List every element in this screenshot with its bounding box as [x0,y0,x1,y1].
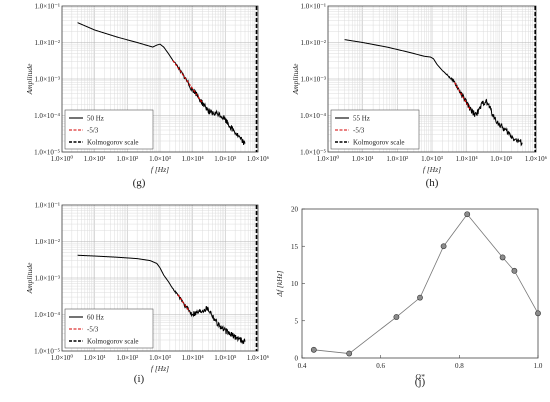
y-tick-label: 0 [295,355,299,363]
panel-i: 1.0×10⁰ 1.0×10¹ 1.0×10² 1.0×10³ 1.0×10⁴ 1.0×1… [25,202,270,386]
panel-label: (h) [426,177,439,189]
y-tick-label: 1.0×10⁻² [35,238,61,246]
y-tick-label: 1.0×10⁻¹ [35,3,61,11]
y-tick-label: 1.0×10⁻⁵ [34,348,60,356]
y-tick-label: 1.0×10⁻¹ [35,202,61,210]
x-tick-label: 1.0×10³ [149,155,171,163]
data-point [511,267,518,274]
y-tick-label: 1.0×10⁻³ [35,275,61,283]
x-tick-label: 1.0×10⁴ [182,155,205,163]
y-tick-label: 20 [291,206,299,214]
y-tick-label: 1.0×10⁻³ [35,76,61,84]
slope-line [454,82,472,111]
x-axis-label: f [Hz] [423,165,441,174]
x-tick-label: 1.0×10⁰ [51,155,74,163]
panel-label: (g) [133,177,146,189]
panel-j: 0.4 0.6 0.8 1.0 0 5 10 15 20 Q* Δf [kHz] (j) [275,206,543,389]
x-tick-label: 0.6 [376,362,385,370]
plot-frame [61,204,259,352]
spectrum-line [77,22,246,146]
data-point [393,314,400,320]
y-axis-label: Amplitude [25,63,34,95]
legend-entry: Kolmogorov scale [87,338,139,346]
legend-entry: Kolmogorov scale [87,139,139,147]
data-point [464,211,471,218]
y-axis-label: Amplitude [25,262,34,294]
x-axis-label: Q* [415,372,424,381]
spectrum-line [77,254,246,345]
y-tick-label: 15 [291,243,299,251]
y-tick-label: 5 [295,317,299,325]
y-tick-label: 1.0×10⁻⁵ [34,149,60,157]
spectrum-line [344,39,523,147]
x-tick-label: 0.8 [455,362,464,370]
y-tick-label: 1.0×10⁻² [301,39,327,47]
data-point [535,310,541,317]
y-axis-label: Δf [kHz] [275,270,284,297]
legend-entry: -5/3 [87,326,99,334]
y-tick-label: 1.0×10⁻¹ [301,3,327,11]
y-tick-label: 1.0×10⁻³ [301,76,327,84]
x-tick-label: 1.0×10² [386,155,408,163]
x-tick-label: 1.0×10² [116,155,138,163]
legend-entry: 55 Hz [353,115,370,123]
x-tick-label: 1.0×10⁴ [456,155,479,163]
x-tick-label: 1.0×10¹ [352,155,374,163]
panel-g: 1.0×10⁰ 1.0×10¹ 1.0×10² 1.0×10³ 1.0×10⁴ 1.0×1… [25,3,270,190]
y-tick-label: 1.0×10⁻⁵ [300,149,326,157]
data-point [499,254,506,261]
x-tick-label: 1.0×10¹ [84,155,106,163]
panel-label: (j) [415,376,426,388]
legend-entry: -5/3 [353,127,365,135]
x-tick-label: 1.0×10⁶ [525,155,548,163]
x-tick-label: 1.0×10³ [421,155,443,163]
panel-label: (i) [134,373,145,385]
y-tick-label: 1.0×10⁻⁴ [34,112,60,120]
x-tick-label: 1.0×10⁰ [317,155,340,163]
x-tick-label: 0.4 [298,362,307,370]
y-tick-label: 1.0×10⁻² [35,39,61,47]
slope-line [172,60,203,104]
y-tick-label: 1.0×10⁻⁴ [34,311,60,319]
x-tick-label: 1.0×10⁶ [247,354,270,362]
plot-frame [301,208,539,359]
connecting-line [313,213,539,354]
plot-frame [61,5,259,153]
legend-entry: Kolmogorov scale [353,139,405,147]
data-point [346,350,353,357]
x-tick-label: 1.0×10⁵ [490,155,513,163]
legend-entry: -5/3 [87,127,99,135]
x-tick-label: 1.0×10² [116,354,138,362]
x-tick-label: 1.0 [534,362,543,370]
x-tick-label: 1.0×10⁵ [214,155,237,163]
y-tick-label: 10 [291,280,299,288]
x-axis-label: f [Hz] [151,165,169,174]
panel-h: 1.0×10⁰ 1.0×10¹ 1.0×10² 1.0×10³ 1.0×10⁴ 1.0×1… [291,3,548,190]
x-tick-label: 1.0×10³ [149,354,171,362]
data-point [440,243,447,250]
x-tick-label: 1.0×10⁰ [51,354,74,362]
x-tick-label: 1.0×10¹ [84,354,106,362]
legend-entry: 60 Hz [87,314,104,322]
slope-line [177,294,190,312]
x-tick-label: 1.0×10⁶ [247,155,270,163]
y-tick-label: 1.0×10⁻⁴ [300,112,326,120]
y-axis-label: Amplitude [291,63,300,95]
x-tick-label: 1.0×10⁴ [182,354,205,362]
x-axis-label: f [Hz] [151,364,169,373]
data-point [417,294,423,301]
x-tick-label: 1.0×10⁵ [214,354,237,362]
legend-entry: 50 Hz [87,115,104,123]
data-point [310,346,317,353]
